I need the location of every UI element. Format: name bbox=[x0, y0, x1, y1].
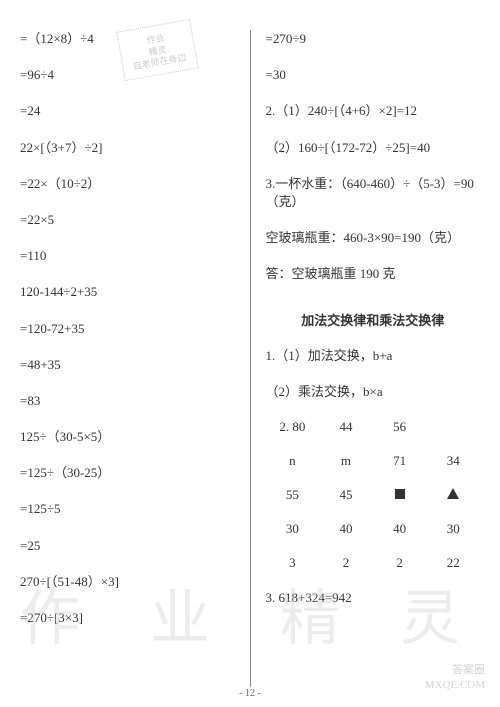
page-number: - 12 - bbox=[239, 688, 261, 699]
math-line: 空玻璃瓶重：460-3×90=190（克） bbox=[266, 229, 481, 247]
table-cell bbox=[373, 487, 427, 503]
table-cell: 44 bbox=[319, 419, 373, 435]
table-cell: 40 bbox=[373, 521, 427, 537]
left-column: =（12×8）÷4 =96÷4 =24 22×[（3+7）÷2] =22×（10… bbox=[20, 30, 251, 687]
triangle-icon bbox=[447, 488, 459, 499]
page-content: =（12×8）÷4 =96÷4 =24 22×[（3+7）÷2] =22×（10… bbox=[0, 0, 500, 707]
math-line: =25 bbox=[20, 537, 235, 555]
math-line: =22×（10÷2） bbox=[20, 175, 235, 193]
table-cell: m bbox=[319, 453, 373, 469]
table-cell bbox=[426, 419, 480, 435]
table-cell: 45 bbox=[319, 487, 373, 503]
table-cell: n bbox=[266, 453, 320, 469]
math-line: 125÷（30-5×5） bbox=[20, 428, 235, 446]
math-line: （2）160÷[（172-72）÷25]=40 bbox=[266, 139, 481, 157]
math-line: =（12×8）÷4 bbox=[20, 30, 235, 48]
math-line: =30 bbox=[266, 66, 481, 84]
table-row: 30 40 40 30 bbox=[266, 521, 481, 537]
math-line: =270÷9 bbox=[266, 30, 481, 48]
math-line: =22×5 bbox=[20, 211, 235, 229]
table-cell: 30 bbox=[426, 521, 480, 537]
table-cell bbox=[426, 487, 480, 503]
table-cell: 40 bbox=[319, 521, 373, 537]
math-line: 270÷[（51-48）×3] bbox=[20, 573, 235, 591]
math-line: =125÷5 bbox=[20, 500, 235, 518]
math-line: =270÷[3×3] bbox=[20, 609, 235, 627]
table-cell: 2 bbox=[319, 555, 373, 571]
math-line: 3.一杯水重：（640-460）÷（5-3）=90（克） bbox=[266, 175, 481, 211]
math-line: =120-72+35 bbox=[20, 320, 235, 338]
table-cell: 71 bbox=[373, 453, 427, 469]
square-icon bbox=[395, 489, 405, 499]
table-row: n m 71 34 bbox=[266, 453, 481, 469]
table-cell: 56 bbox=[373, 419, 427, 435]
math-line: 3. 618+324=942 bbox=[266, 589, 481, 607]
table-cell: 22 bbox=[426, 555, 480, 571]
math-line: 22×[（3+7）÷2] bbox=[20, 139, 235, 157]
math-line: =83 bbox=[20, 392, 235, 410]
table-cell: 2. 80 bbox=[266, 419, 320, 435]
section-title: 加法交换律和乘法交换律 bbox=[266, 310, 481, 329]
table-row: 3 2 2 22 bbox=[266, 555, 481, 571]
table-row: 2. 80 44 56 bbox=[266, 419, 481, 435]
table-row: 55 45 bbox=[266, 487, 481, 503]
math-line: =96÷4 bbox=[20, 66, 235, 84]
math-line: 2.（1）240÷[（4+6）×2]=12 bbox=[266, 102, 481, 120]
math-line: 1.（1）加法交换，b+a bbox=[266, 347, 481, 365]
math-line: （2）乘法交换，b×a bbox=[266, 383, 481, 401]
table-cell: 55 bbox=[266, 487, 320, 503]
table-cell: 3 bbox=[266, 555, 320, 571]
math-line: =48+35 bbox=[20, 356, 235, 374]
math-line: =125÷（30-25） bbox=[20, 464, 235, 482]
math-line: =110 bbox=[20, 247, 235, 265]
math-line: 120-144÷2+35 bbox=[20, 283, 235, 301]
table-cell: 30 bbox=[266, 521, 320, 537]
math-line: =24 bbox=[20, 102, 235, 120]
math-line: 答：空玻璃瓶重 190 克 bbox=[266, 265, 481, 283]
table-cell: 34 bbox=[426, 453, 480, 469]
right-column: =270÷9 =30 2.（1）240÷[（4+6）×2]=12 （2）160÷… bbox=[251, 30, 481, 687]
table-cell: 2 bbox=[373, 555, 427, 571]
